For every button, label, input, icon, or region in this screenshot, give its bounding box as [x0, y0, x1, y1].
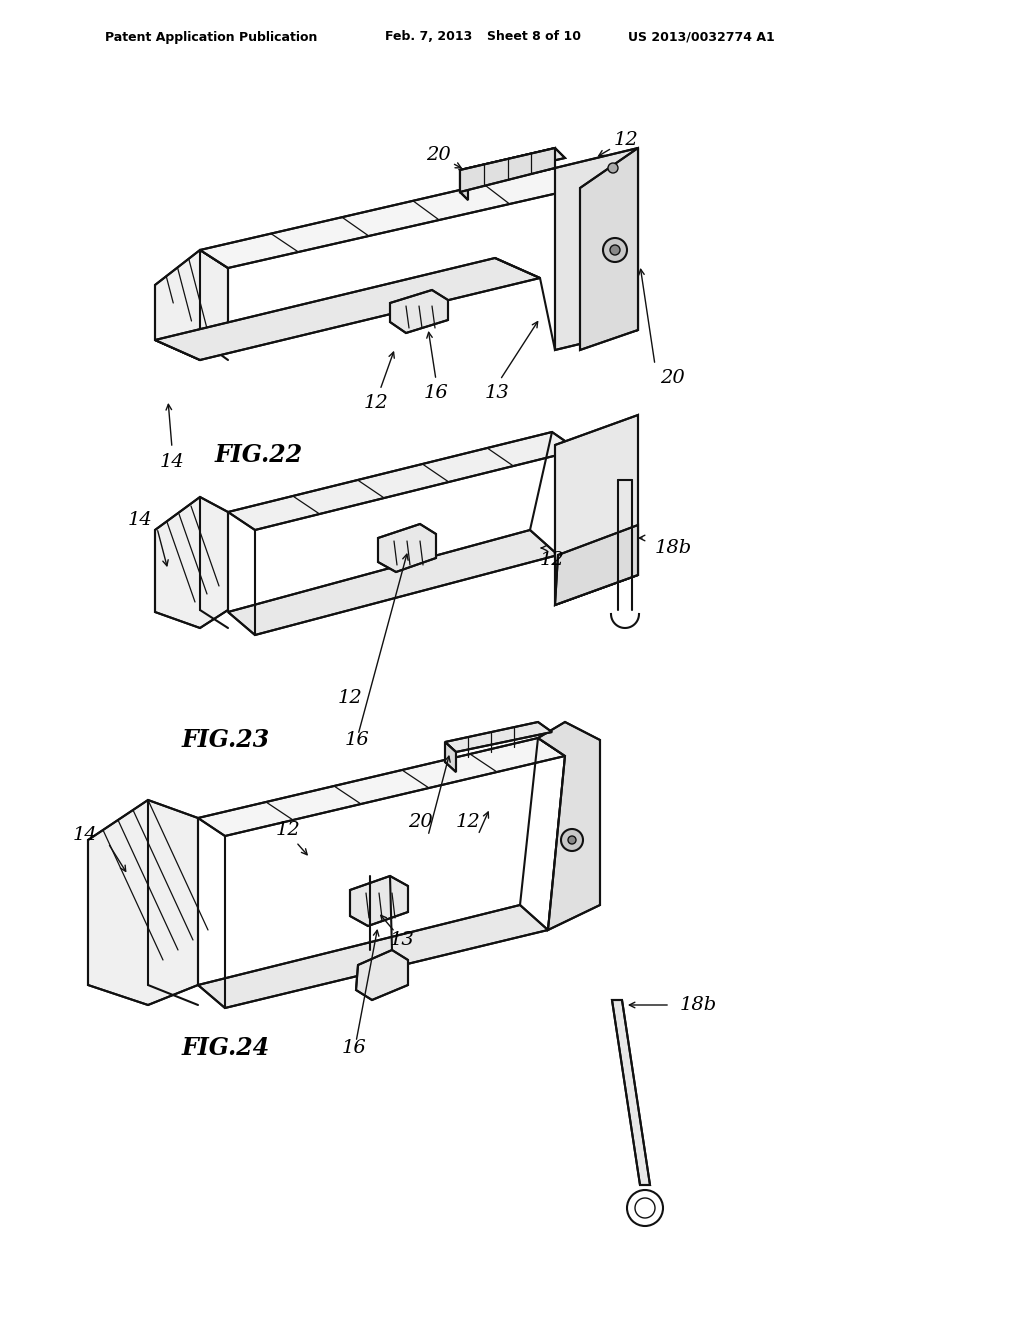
- Text: 12: 12: [613, 131, 638, 149]
- Polygon shape: [460, 148, 555, 191]
- Text: 18b: 18b: [680, 997, 717, 1014]
- Text: Patent Application Publication: Patent Application Publication: [105, 30, 317, 44]
- Polygon shape: [555, 525, 638, 605]
- Polygon shape: [555, 148, 638, 350]
- Polygon shape: [200, 168, 580, 268]
- Text: 12: 12: [275, 821, 300, 840]
- Text: 16: 16: [342, 1039, 367, 1057]
- Polygon shape: [155, 249, 228, 360]
- Polygon shape: [350, 876, 408, 927]
- Text: 18b: 18b: [655, 539, 692, 557]
- Circle shape: [635, 1199, 655, 1218]
- Circle shape: [603, 238, 627, 261]
- Text: 20: 20: [660, 370, 685, 387]
- Text: 14: 14: [127, 511, 152, 529]
- Text: FIG.23: FIG.23: [182, 729, 270, 752]
- Circle shape: [561, 829, 583, 851]
- Circle shape: [610, 246, 620, 255]
- Text: 20: 20: [408, 813, 432, 832]
- Polygon shape: [460, 170, 468, 201]
- Text: Sheet 8 of 10: Sheet 8 of 10: [487, 30, 581, 44]
- Polygon shape: [155, 257, 540, 360]
- Text: 13: 13: [389, 931, 415, 949]
- Text: FIG.22: FIG.22: [215, 444, 303, 467]
- Polygon shape: [555, 414, 638, 605]
- Polygon shape: [580, 148, 638, 350]
- Text: 12: 12: [540, 550, 564, 569]
- Polygon shape: [390, 290, 449, 333]
- Polygon shape: [538, 722, 600, 931]
- Text: 13: 13: [484, 384, 509, 403]
- Polygon shape: [445, 722, 552, 752]
- Polygon shape: [228, 432, 578, 531]
- Polygon shape: [88, 800, 198, 1005]
- Polygon shape: [198, 738, 565, 836]
- Polygon shape: [198, 906, 548, 1008]
- Text: 14: 14: [73, 826, 97, 843]
- Circle shape: [608, 162, 618, 173]
- Text: 16: 16: [424, 384, 449, 403]
- Text: 20: 20: [426, 147, 451, 164]
- Polygon shape: [356, 950, 408, 1001]
- Text: 16: 16: [345, 731, 370, 748]
- Text: 14: 14: [160, 453, 184, 471]
- Polygon shape: [612, 1001, 650, 1185]
- Circle shape: [568, 836, 575, 843]
- Polygon shape: [155, 498, 228, 628]
- Polygon shape: [460, 148, 565, 180]
- Text: FIG.24: FIG.24: [182, 1036, 270, 1060]
- Polygon shape: [445, 742, 456, 772]
- Text: Feb. 7, 2013: Feb. 7, 2013: [385, 30, 472, 44]
- Text: US 2013/0032774 A1: US 2013/0032774 A1: [628, 30, 775, 44]
- Text: 12: 12: [456, 813, 480, 832]
- Circle shape: [627, 1191, 663, 1226]
- Text: 12: 12: [338, 689, 362, 708]
- Text: 12: 12: [364, 393, 388, 412]
- Polygon shape: [378, 524, 436, 572]
- Polygon shape: [228, 531, 558, 635]
